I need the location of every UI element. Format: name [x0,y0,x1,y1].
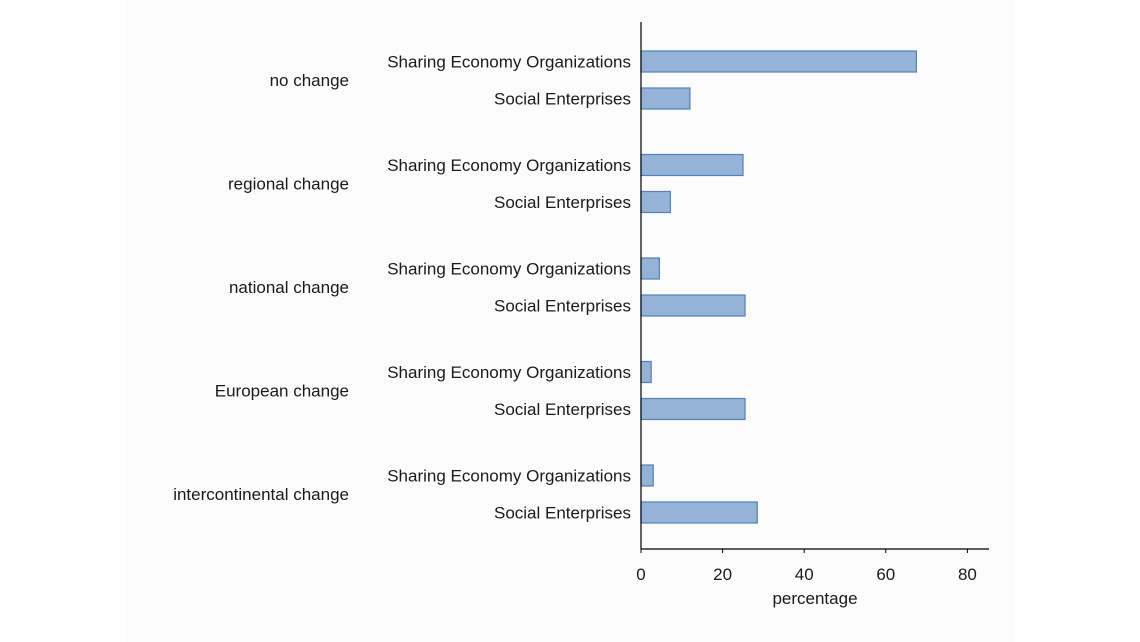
series-label-sharing-economy-organizations: Sharing Economy Organizations [387,467,631,486]
x-tick-label: 40 [795,565,814,584]
x-ticks-layer: 0 20 40 60 80 [636,549,977,584]
series-label-social-enterprises: Social Enterprises [494,297,631,316]
series-label-sharing-economy-organizations: Sharing Economy Organizations [387,363,631,382]
bar-national-change-sharing-economy-organizations [640,257,660,280]
series-label-social-enterprises: Social Enterprises [494,193,631,212]
series-label-sharing-economy-organizations: Sharing Economy Organizations [387,260,631,279]
bar-no-change-sharing-economy-organizations [640,50,917,73]
series-label-social-enterprises: Social Enterprises [494,504,631,523]
bar-intercontinental-change-social-enterprises [640,501,758,524]
bar-regional-change-social-enterprises [640,190,671,214]
x-tick-label: 0 [636,565,645,584]
series-label-social-enterprises: Social Enterprises [494,400,631,419]
bar-national-change-social-enterprises [640,294,746,317]
series-label-sharing-economy-organizations: Sharing Economy Organizations [387,156,631,175]
x-tick-label: 60 [876,565,895,584]
x-tick-label: 20 [713,565,732,584]
labels-layer: no change Sharing Economy Organizations So… [173,53,631,523]
category-label-no-change: no change [270,71,349,90]
x-axis-label: percentage [772,589,857,608]
series-label-social-enterprises: Social Enterprises [494,90,631,109]
bar-intercontinental-change-sharing-economy-organizations [640,464,654,487]
bar-regional-change-sharing-economy-organizations [640,153,744,177]
bar-european-change-social-enterprises [640,397,746,421]
bars-layer [640,50,917,524]
category-label-european-change: European change [215,382,349,401]
category-label-regional-change: regional change [228,175,349,194]
x-tick-label: 80 [958,565,977,584]
bar-no-change-social-enterprises [640,87,691,110]
category-label-intercontinental-change: intercontinental change [173,485,349,504]
category-label-national-change: national change [229,278,349,297]
bar-european-change-sharing-economy-organizations [640,360,652,384]
plot-area-background [126,0,1014,642]
series-label-sharing-economy-organizations: Sharing Economy Organizations [387,53,631,72]
